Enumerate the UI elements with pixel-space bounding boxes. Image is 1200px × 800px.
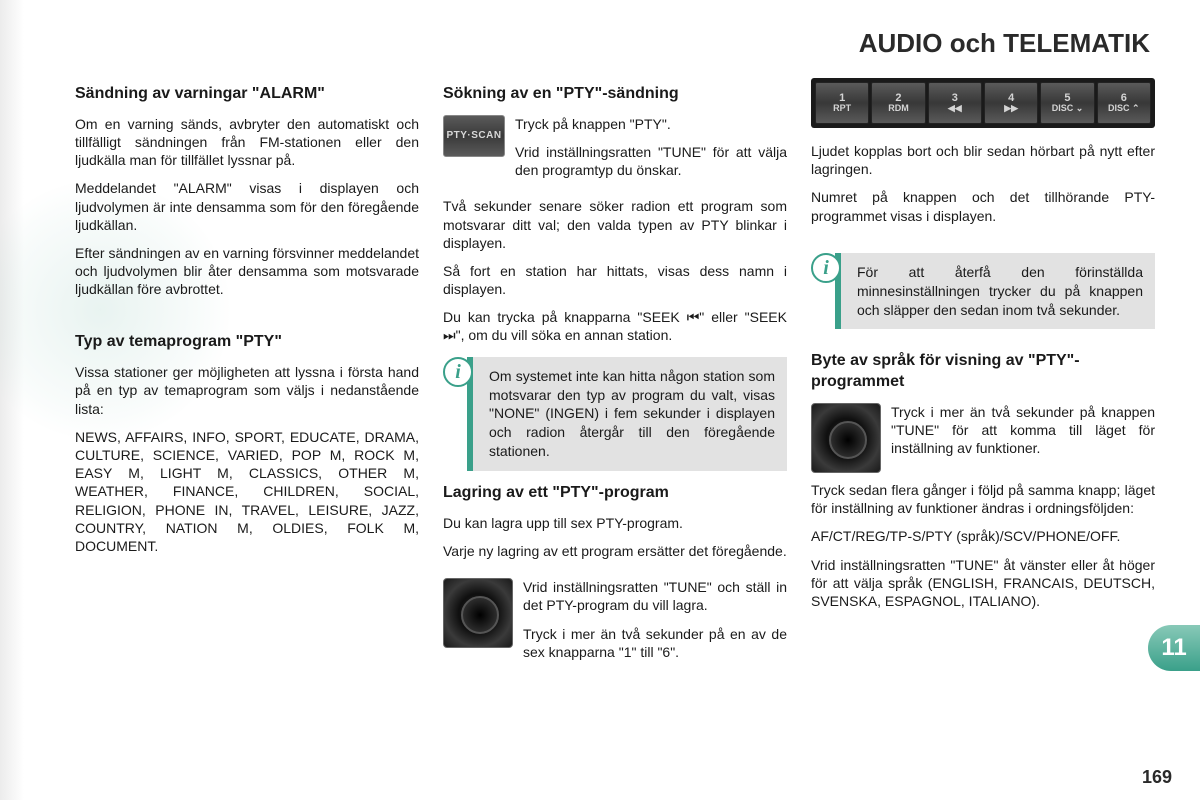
left-shadow-strip: [0, 0, 24, 800]
preset-button-4: 4▶▶: [984, 82, 1038, 124]
tune-knob-icon: [443, 578, 513, 648]
body-text: Du kan trycka på knapparna "SEEK ⏮" elle…: [443, 308, 787, 344]
radio-button-strip: 1RPT2RDM3◀◀4▶▶5DISC ⌄6DISC ⌃: [811, 78, 1155, 128]
info-icon: i: [811, 253, 841, 283]
instruction-row: Tryck i mer än två sekunder på knappen "…: [811, 403, 1155, 473]
body-text: Tryck i mer än två sekunder på en av de …: [523, 625, 787, 661]
body-text: Meddelandet "ALARM" visas i displayen oc…: [75, 179, 419, 234]
body-text: Ljudet kopplas bort och blir sedan hörba…: [811, 142, 1155, 178]
body-text: Om en varning sänds, avbryter den automa…: [75, 115, 419, 170]
body-text: NEWS, AFFAIRS, INFO, SPORT, EDUCATE, DRA…: [75, 428, 419, 555]
body-text: Så fort en station har hittats, visas de…: [443, 262, 787, 298]
info-callout: i Om systemet inte kan hitta någon stati…: [443, 357, 787, 471]
heading-pty-search: Sökning av en "PTY"-sändning: [443, 84, 787, 105]
preset-button-2: 2RDM: [871, 82, 925, 124]
body-text: Vrid inställningsratten "TUNE" för att v…: [515, 143, 787, 179]
body-text: Du kan lagra upp till sex PTY-program.: [443, 514, 787, 532]
preset-button-5: 5DISC ⌄: [1040, 82, 1094, 124]
column-3: 1RPT2RDM3◀◀4▶▶5DISC ⌄6DISC ⌃ Ljudet kopp…: [811, 78, 1155, 760]
column-1: Sändning av varningar "ALARM" Om en varn…: [75, 78, 419, 760]
info-text: För att återfå den förinställda minnesin…: [835, 253, 1155, 330]
column-2: Sökning av en "PTY"-sändning PTY·SCAN Tr…: [443, 78, 787, 760]
body-text: Två sekunder senare söker radion ett pro…: [443, 197, 787, 252]
content-area: Sändning av varningar "ALARM" Om en varn…: [75, 78, 1155, 760]
body-text: Numret på knappen och det tillhörande PT…: [811, 188, 1155, 224]
heading-pty-store: Lagring av ett "PTY"-program: [443, 483, 787, 504]
body-text: Tryck sedan flera gånger i följd på samm…: [811, 481, 1155, 517]
info-text: Om systemet inte kan hitta någon station…: [467, 357, 787, 471]
preset-button-3: 3◀◀: [928, 82, 982, 124]
page-title: AUDIO och TELEMATIK: [859, 28, 1150, 59]
heading-pty-language: Byte av språk för visning av "PTY"-progr…: [811, 351, 1155, 393]
heading-pty-type: Typ av temaprogram "PTY": [75, 332, 419, 353]
info-icon: i: [443, 357, 473, 387]
chapter-tab: 11: [1148, 625, 1200, 671]
instruction-row: Vrid inställningsratten "TUNE" och ställ…: [443, 578, 787, 671]
body-text: Tryck i mer än två sekunder på knappen "…: [891, 403, 1155, 458]
preset-button-1: 1RPT: [815, 82, 869, 124]
tune-knob-icon: [811, 403, 881, 473]
instruction-row: PTY·SCAN Tryck på knappen "PTY". Vrid in…: [443, 115, 787, 190]
body-text: Efter sändningen av en varning försvinne…: [75, 244, 419, 299]
body-text: Vrid inställningsratten "TUNE" och ställ…: [523, 578, 787, 614]
pty-scan-icon: PTY·SCAN: [443, 115, 505, 157]
body-text: Varje ny lagring av ett program ersätter…: [443, 542, 787, 560]
body-text: AF/CT/REG/TP-S/PTY (språk)/SCV/PHONE/OFF…: [811, 527, 1155, 545]
page-number: 169: [1142, 767, 1172, 788]
body-text: Tryck på knappen "PTY".: [515, 115, 787, 133]
preset-button-6: 6DISC ⌃: [1097, 82, 1151, 124]
body-text: Vrid inställningsratten "TUNE" åt vänste…: [811, 556, 1155, 611]
info-callout: i För att återfå den förinställda minnes…: [811, 253, 1155, 330]
body-text: Vissa stationer ger möjligheten att lyss…: [75, 363, 419, 418]
heading-alarm: Sändning av varningar "ALARM": [75, 84, 419, 105]
